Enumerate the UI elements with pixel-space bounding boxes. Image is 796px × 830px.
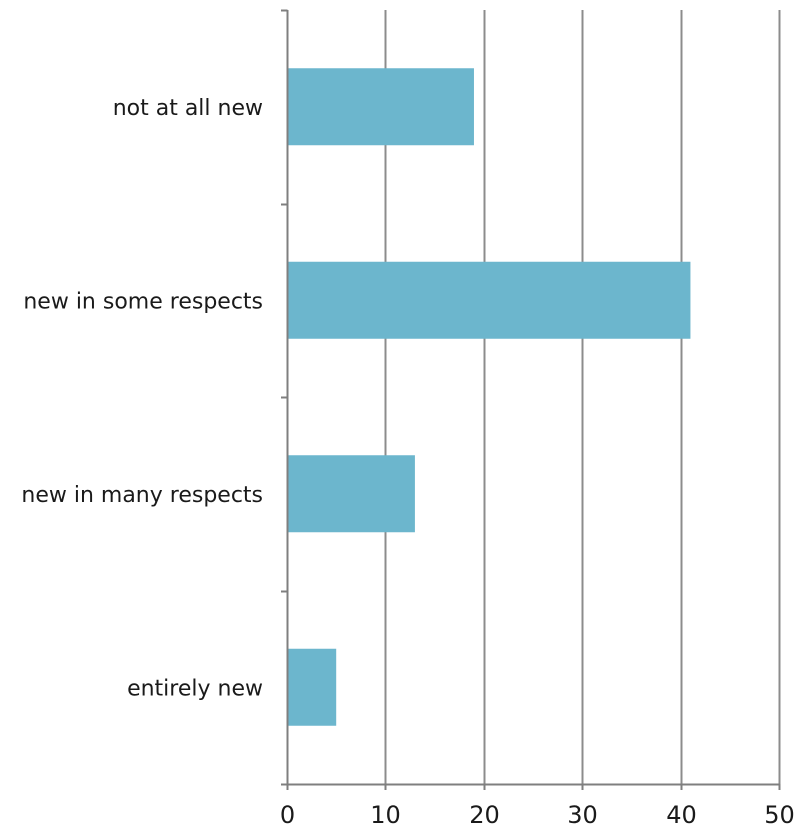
- x-tick-label: 20: [469, 801, 500, 829]
- gridlines: [384, 10, 781, 784]
- x-tick-label: 30: [567, 801, 598, 829]
- bar-new-in-some-respects: [287, 261, 691, 339]
- x-tick-label: 50: [764, 801, 795, 829]
- category-label: entirely new: [127, 676, 263, 701]
- category-label: new in some respects: [23, 289, 263, 314]
- x-tick-labels: 0 10 20 30 40 50: [280, 801, 795, 829]
- axes: [281, 9, 781, 790]
- category-label: new in many respects: [21, 483, 263, 508]
- x-tick-label: 10: [370, 801, 401, 829]
- bar-new-in-many-respects: [287, 455, 415, 533]
- bars: [287, 68, 691, 726]
- category-label: not at all new: [113, 96, 263, 121]
- x-tick-label: 40: [666, 801, 697, 829]
- category-labels: not at all new new in some respects new in…: [21, 96, 263, 702]
- bar-entirely-new: [287, 648, 337, 726]
- bar-not-at-all-new: [287, 68, 474, 146]
- x-tick-label: 0: [280, 801, 295, 829]
